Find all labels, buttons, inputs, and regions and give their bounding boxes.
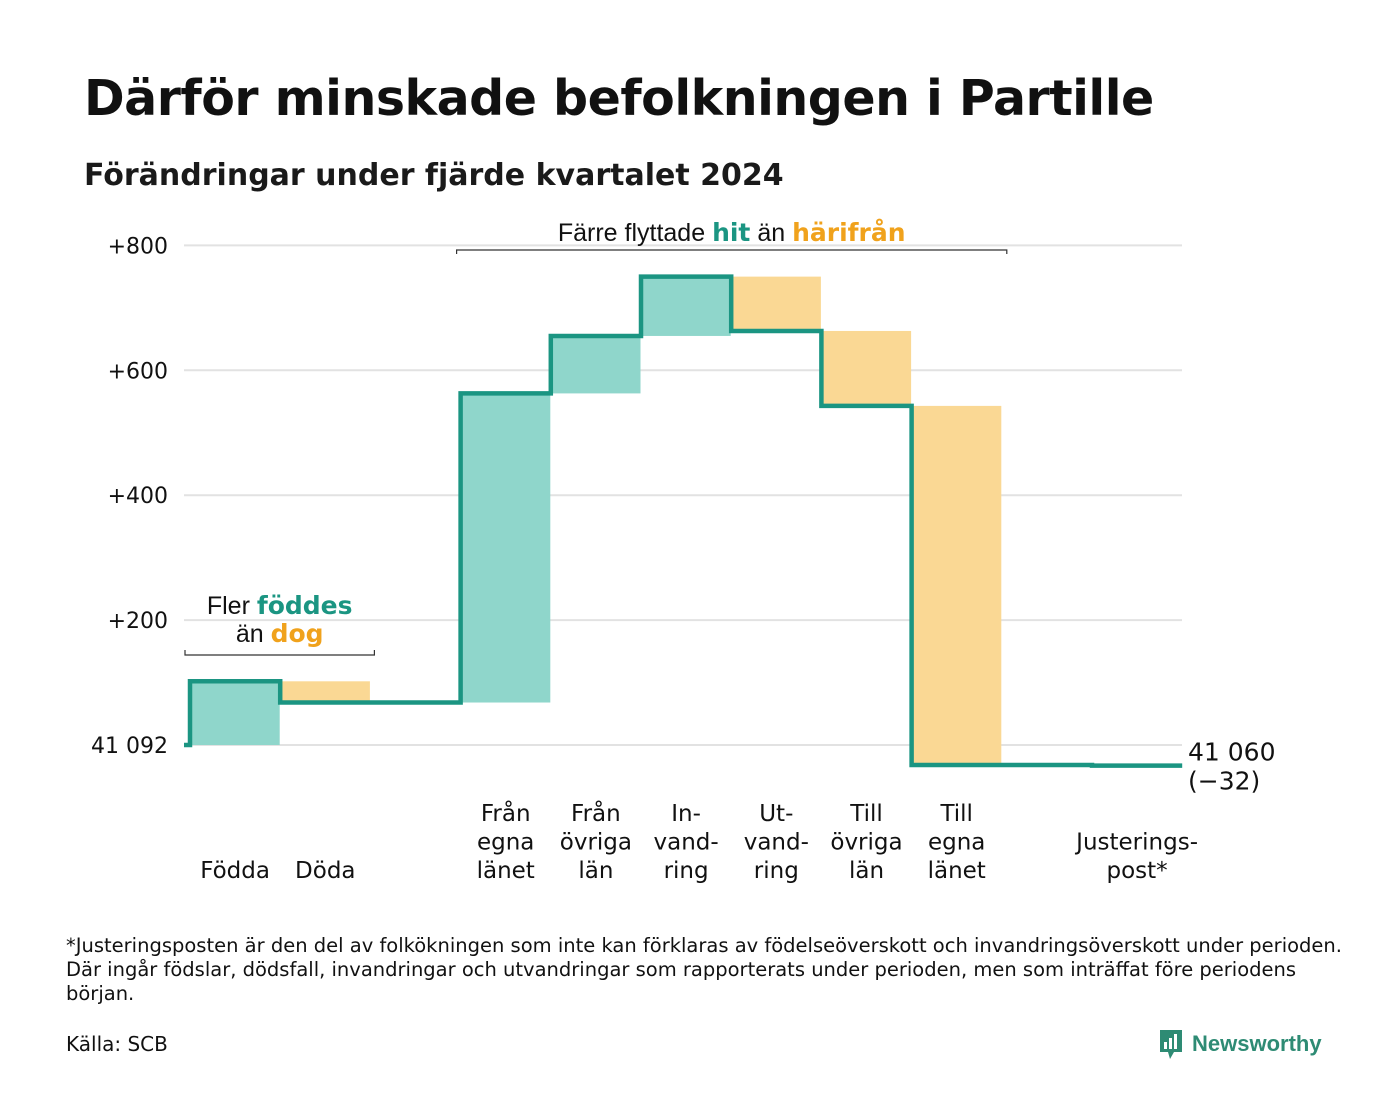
category-label: Från övriga län	[560, 799, 632, 884]
annotation-births-deaths-line: än dog	[236, 619, 324, 648]
annotation-migration-line: Färre flyttade hit än härifrån	[558, 218, 906, 247]
chart-title: Därför minskade befolkningen i Partille	[84, 70, 1154, 127]
brand-logo: Newsworthy	[1158, 1026, 1322, 1062]
waterfall-chart: 41 092 +200 +400 +600 +800 Födda Döda Från egna l…	[91, 218, 1275, 885]
bar-7	[911, 405, 1002, 765]
bar-0	[190, 681, 280, 745]
newsworthy-logo-icon	[1160, 1030, 1182, 1059]
y-tick-label: +800	[108, 234, 168, 259]
category-label: Ut-vand-ring	[744, 801, 809, 884]
annotation-births-deaths-line: Fler föddes	[207, 591, 353, 620]
bar-4	[641, 276, 731, 336]
category-label: Födda	[200, 858, 270, 884]
category-label: Justerings-post*	[1074, 830, 1198, 885]
category-label: In-vand-ring	[654, 801, 719, 884]
bracket-births-deaths	[184, 650, 375, 656]
category-label: Döda	[295, 858, 355, 884]
bar-6	[821, 330, 912, 406]
chart-subtitle: Förändringar under fjärde kvartalet 2024	[84, 158, 784, 193]
bar-2	[460, 393, 551, 703]
category-label: Till övriga län	[830, 801, 902, 884]
end-change-label: (−32)	[1188, 767, 1260, 796]
bar-5	[731, 276, 821, 331]
y-tick-label: +600	[108, 359, 168, 384]
bar-1	[280, 681, 370, 703]
y-tick-label: 41 092	[91, 734, 168, 759]
y-tick-label: +400	[108, 484, 168, 509]
bar-3	[550, 335, 641, 394]
footnote: *Justeringsposten är den del av folkökni…	[66, 934, 1342, 1005]
y-tick-label: +200	[108, 609, 168, 634]
end-value-label: 41 060	[1188, 738, 1275, 767]
source-label: Källa: SCB	[66, 1032, 168, 1056]
running-total-line	[184, 274, 1183, 768]
bracket-migration	[456, 249, 1008, 254]
category-label: Till egna länet	[928, 801, 986, 884]
category-label: Från egna länet	[477, 799, 535, 884]
brand-name: Newsworthy	[1192, 1031, 1322, 1056]
